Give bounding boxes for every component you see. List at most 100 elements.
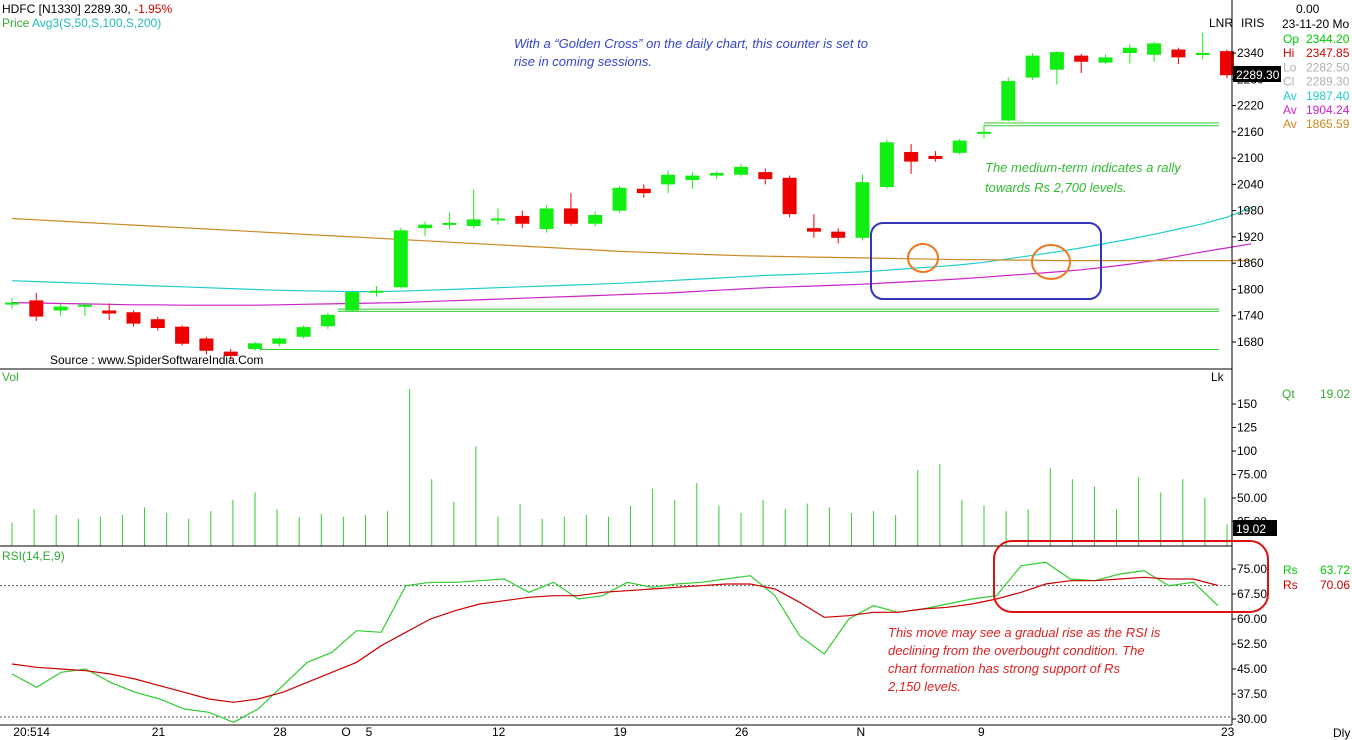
date-tick-label: 26 [735, 725, 749, 739]
lk-label: Lk [1211, 370, 1225, 384]
candle-body [806, 228, 821, 232]
ohlc-value: 2347.85 [1306, 46, 1350, 60]
candle-body [928, 155, 943, 159]
candle-body [491, 218, 505, 221]
candle-body [588, 215, 603, 224]
lnr-label: LNR [1209, 16, 1233, 30]
date-tick-label: 21 [152, 725, 166, 739]
date-tick-label: 5 [366, 725, 373, 739]
candle-body [515, 215, 530, 224]
ohlc-label: Hi [1283, 46, 1294, 60]
candle-body [1171, 49, 1186, 58]
date-tick-label: 19 [614, 725, 628, 739]
rsi-label: RSI(14,E,9) [2, 549, 65, 563]
candle-body [1220, 51, 1234, 76]
rsi-overbought-box [993, 540, 1269, 613]
volume-tick-label: 50.00 [1237, 491, 1267, 505]
vol-label: Vol [2, 370, 19, 384]
volume-tick-label: 150 [1237, 397, 1257, 411]
rsi-value-label: Rs [1283, 578, 1298, 592]
medium-term-note-1: The medium-term indicates a rally [985, 160, 1182, 175]
date-tick-label: O [341, 725, 350, 739]
price-tick-label: 1980 [1237, 204, 1264, 218]
candle-body [296, 327, 311, 337]
price-tick-label: 1740 [1237, 309, 1264, 323]
ohlc-value: 2344.20 [1306, 32, 1350, 46]
rsi-note-2: declining from the overbought condition.… [888, 643, 1145, 658]
price-tick-label: 2040 [1237, 177, 1264, 191]
rsi-value-label: Rs [1283, 563, 1298, 577]
rsi-value: 70.06 [1320, 578, 1350, 592]
top-value: 0.00 [1296, 2, 1320, 16]
vol-tag-bg [1233, 520, 1277, 536]
moving-average-line [11, 217, 1252, 262]
candle-body [685, 175, 700, 180]
candle-body [272, 338, 287, 344]
iris-label: IRIS [1241, 16, 1264, 30]
ohlc-label: Cl [1283, 75, 1294, 89]
candle-body [320, 314, 335, 327]
ohlc-value: 2282.50 [1306, 60, 1350, 74]
golden-cross-box [870, 222, 1102, 300]
price-tick-label: 1680 [1237, 335, 1264, 349]
rsi-line [11, 561, 1219, 723]
price-tick-label: 2100 [1237, 151, 1264, 165]
ohlc-label: Av [1283, 89, 1297, 103]
rsi-note-1: This move may see a gradual rise as the … [888, 625, 1161, 640]
qt-value: 19.02 [1320, 387, 1350, 401]
symbol-text: HDFC [N1330] 2289.30, -1.95% [2, 2, 172, 16]
candle-body [709, 172, 724, 176]
date-tick-label: 12 [492, 725, 506, 739]
price-tag-bg [1233, 66, 1281, 82]
rsi-note-3: chart formation has strong support of Rs [888, 661, 1120, 676]
date-tick-label: 9 [978, 725, 985, 739]
candle-body [1025, 55, 1040, 78]
candle-body [734, 166, 748, 175]
candle-body [1049, 52, 1064, 70]
candle-body [1122, 47, 1137, 53]
ohlc-label: Av [1283, 117, 1297, 131]
ohlc-label: Op [1283, 32, 1299, 46]
ohlc-label: Av [1283, 103, 1297, 117]
ohlc-value: 1904.24 [1306, 103, 1350, 117]
date-tick-label: N [857, 725, 866, 739]
candle-body [904, 151, 919, 162]
candle-body [466, 219, 481, 226]
volume-tick-label: 100 [1237, 444, 1257, 458]
candle-body [879, 142, 894, 187]
price-tick-label: 2160 [1237, 125, 1264, 139]
ohlc-value: 2289.30 [1306, 75, 1350, 89]
candle-body [248, 343, 262, 350]
candle-body [369, 290, 384, 293]
price-tick-label: 2220 [1237, 99, 1264, 113]
candle-body [53, 306, 68, 311]
rsi-tick-label: 45.00 [1237, 662, 1267, 676]
rsi-line [11, 576, 1219, 703]
candle-body [1195, 53, 1210, 55]
candle-body [175, 326, 190, 344]
candle-body [442, 222, 457, 225]
rsi-tick-label: 75.00 [1237, 562, 1267, 576]
price-tick-label: 1860 [1237, 256, 1264, 270]
ohlc-value: 1987.40 [1306, 89, 1350, 103]
source-text: Source : www.SpiderSoftwareIndia.Com [50, 353, 263, 367]
candle-body [199, 338, 214, 351]
candle-body [782, 177, 797, 215]
rsi-tick-label: 60.00 [1237, 612, 1267, 626]
ohlc-label: Lo [1283, 60, 1297, 74]
golden-cross-note-2: rise in coming sessions. [514, 54, 652, 69]
rsi-tick-label: 52.50 [1237, 637, 1267, 651]
rsi-tick-label: 30.00 [1237, 712, 1267, 726]
candle-body [636, 188, 651, 194]
price-tick-label: 2340 [1237, 46, 1264, 60]
price-tick-label: 1800 [1237, 282, 1264, 296]
candle-body [5, 302, 19, 305]
date-tick-label: 23 [1221, 725, 1235, 739]
candle-body [563, 208, 578, 224]
interval-label: Dly [1333, 726, 1350, 740]
crossover-circle-1 [907, 243, 939, 273]
candle-body [223, 351, 238, 357]
price-label: Price Avg3(S,50,S,100,S,200) [2, 16, 161, 30]
medium-term-note-2: towards Rs 2,700 levels. [985, 180, 1127, 195]
ohlc-value: 1865.59 [1306, 117, 1350, 131]
